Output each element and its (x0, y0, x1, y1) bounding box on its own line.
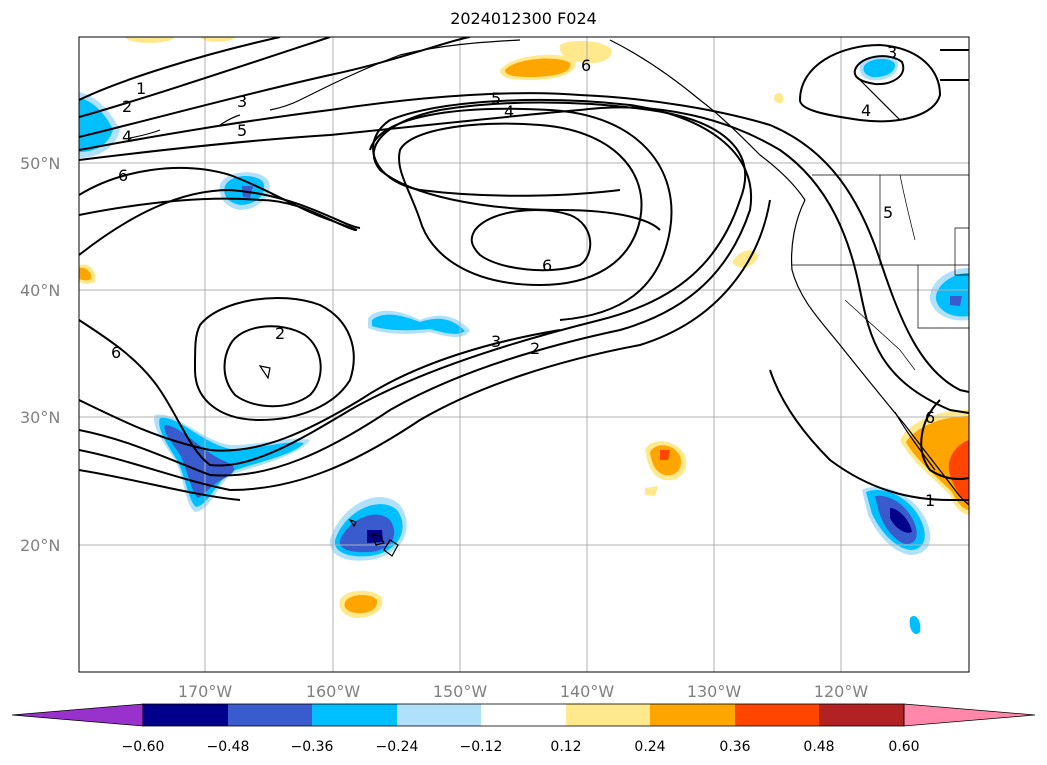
contour-label: 4 (861, 101, 871, 120)
contour-label: 5 (883, 203, 893, 222)
contour-label: 2 (122, 97, 132, 116)
contour-label: 2 (275, 324, 285, 343)
coastlines (129, 39, 969, 557)
lat-label: 50°N (20, 154, 60, 173)
colorbar-bin (143, 704, 228, 726)
lat-label: 30°N (20, 408, 60, 427)
contour-label: 6 (111, 343, 121, 362)
contour-label: 2 (530, 339, 540, 358)
contour-labels: 1 2 3 4 5 6 5 4 6 6 2 3 2 6 3 4 1 5 6 (111, 43, 935, 510)
colorbar-tick: −0.24 (376, 739, 419, 755)
colorbar-tick: 0.60 (888, 739, 919, 755)
colorbar-bin (650, 704, 735, 726)
colorbar-bin (566, 704, 650, 726)
lon-label: 130°W (687, 682, 742, 701)
contour-label: 1 (136, 79, 146, 98)
lon-label: 160°W (306, 682, 361, 701)
colorbar-bin (312, 704, 397, 726)
contour-label: 3 (237, 92, 247, 111)
lon-label: 150°W (433, 682, 488, 701)
colorbar-tick: 0.48 (803, 739, 834, 755)
colorbar-bin (819, 704, 904, 726)
colorbar-tick: 0.36 (719, 739, 750, 755)
colorbar-overflow (903, 703, 1036, 727)
colorbar-bin (228, 704, 312, 726)
contour-label: 6 (581, 56, 591, 75)
contour-label: 6 (542, 256, 552, 275)
lon-label: 170°W (178, 682, 233, 701)
lat-label: 20°N (20, 536, 60, 555)
colorbar-tick: −0.48 (207, 739, 250, 755)
contour-label: 1 (925, 491, 935, 510)
colorbar-underflow (11, 703, 144, 727)
contour-label: 6 (118, 166, 128, 185)
latitude-labels: 50°N 40°N 30°N 20°N (20, 154, 60, 555)
lon-label: 120°W (814, 682, 869, 701)
map-title: 2024012300 F024 (450, 9, 597, 28)
colorbar-tick: −0.60 (122, 739, 165, 755)
contour-label: 4 (504, 102, 514, 121)
colorbar-tick: 0.24 (634, 739, 665, 755)
colorbar-bin (735, 704, 819, 726)
map-frame (78, 36, 970, 673)
contour-label: 3 (887, 43, 897, 62)
colorbar: −0.60 −0.48 −0.36 −0.24 −0.12 0.12 0.24 … (11, 703, 1036, 755)
colorbar-bin (397, 704, 481, 726)
colorbar-tick: −0.12 (460, 739, 503, 755)
colorbar-bin (481, 704, 566, 726)
contour-label: 5 (237, 121, 247, 140)
lat-label: 40°N (20, 281, 60, 300)
borders (792, 174, 969, 371)
graticule (79, 37, 969, 672)
height-contours (79, 37, 969, 501)
colorbar-tick: 0.12 (550, 739, 581, 755)
colorbar-tick: −0.36 (291, 739, 334, 755)
contour-label: 4 (122, 127, 132, 146)
contour-label: 5 (491, 89, 501, 108)
contour-label: 3 (491, 332, 501, 351)
contour-label: 6 (925, 408, 935, 427)
longitude-labels: 170°W 160°W 150°W 140°W 130°W 120°W (178, 682, 869, 701)
lon-label: 140°W (560, 682, 615, 701)
